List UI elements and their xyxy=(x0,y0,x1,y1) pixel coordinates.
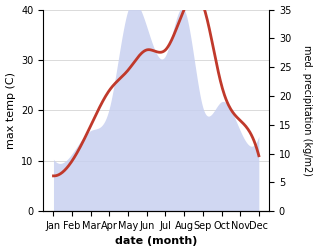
Y-axis label: med. precipitation (kg/m2): med. precipitation (kg/m2) xyxy=(302,45,313,176)
X-axis label: date (month): date (month) xyxy=(115,236,197,246)
Y-axis label: max temp (C): max temp (C) xyxy=(5,72,16,149)
